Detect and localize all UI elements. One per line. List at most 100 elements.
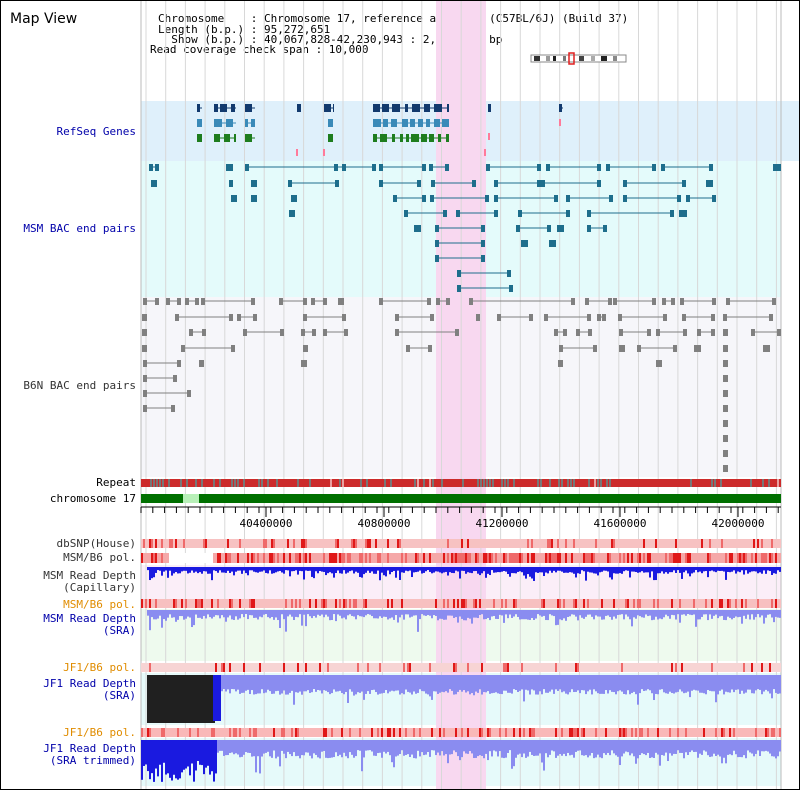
msm-bac-end-left bbox=[623, 180, 627, 187]
dbsnp-strip-cell bbox=[203, 539, 205, 548]
jf1-trimmed-depth-bar bbox=[501, 740, 503, 758]
dbsnp-strip-cell bbox=[753, 539, 755, 548]
jf1-b6-pol-strip-2-cell bbox=[371, 728, 373, 737]
dbsnp-strip-cell bbox=[761, 539, 763, 548]
repeat-segment bbox=[477, 479, 479, 487]
jf1-b6-pol-strip-2-cell bbox=[639, 728, 641, 737]
b6n-bac-end-right bbox=[142, 345, 146, 352]
msm-bac-end-right bbox=[777, 164, 781, 171]
msm-sra-depth-bar bbox=[399, 610, 401, 618]
jf1-sra-depth-bar bbox=[373, 675, 375, 690]
gene-exon bbox=[245, 119, 248, 127]
msm-b6-pol-strip-cell bbox=[359, 553, 361, 563]
msm-capillary-depth-bar bbox=[321, 567, 323, 572]
msm-b6-pol-strip-2-cell bbox=[355, 599, 357, 608]
jf1-sra-depth-bar bbox=[669, 675, 671, 692]
msm-capillary-depth-bar bbox=[653, 567, 655, 581]
msm-capillary-depth-bar bbox=[473, 567, 475, 572]
msm-bac-end-right bbox=[443, 210, 447, 217]
jf1-b6-pol-strip-2-cell bbox=[573, 728, 575, 737]
msm-capillary-depth-bar bbox=[311, 567, 313, 577]
jf1-sra-depth-bar bbox=[411, 675, 413, 695]
jf1-trimmed-depth-bar bbox=[495, 740, 497, 752]
msm-bac-end-right bbox=[291, 210, 295, 217]
msm-sra-depth-bar bbox=[677, 610, 679, 615]
jf1-sra-depth-bar bbox=[581, 675, 583, 691]
msm-bac-end-right bbox=[709, 164, 713, 171]
msm-capillary-depth-bar bbox=[309, 567, 311, 571]
b6n-bac-end-right bbox=[723, 420, 727, 427]
msm-sra-depth-bar bbox=[251, 610, 253, 616]
msm-capillary-depth-bar bbox=[427, 567, 429, 571]
msm-capillary-depth-bar bbox=[233, 567, 235, 576]
label-refseq-genes[interactable]: RefSeq Genes bbox=[56, 125, 136, 138]
b6n-bac-end-left bbox=[175, 314, 179, 321]
gene-exon bbox=[383, 119, 388, 127]
jf1-trimmed-depth-bar bbox=[245, 740, 247, 753]
msm-bac-end-left bbox=[435, 255, 439, 262]
msm-capillary-depth-bar bbox=[563, 567, 565, 573]
jf1-trimmed-depth-bar bbox=[481, 740, 483, 756]
msm-sra-depth-bar bbox=[515, 610, 517, 615]
jf1-trimmed-depth-bar bbox=[397, 740, 399, 756]
msm-b6-pol-strip-2-cell bbox=[465, 599, 467, 608]
msm-capillary-depth-bar bbox=[517, 567, 519, 572]
jf1-sra-depth-bar bbox=[663, 675, 665, 693]
msm-sra-depth-bar bbox=[299, 610, 301, 615]
msm-sra-depth-bar bbox=[491, 610, 493, 617]
msm-capillary-depth-bar bbox=[199, 567, 201, 573]
jf1-sra-depth-bar bbox=[705, 675, 707, 695]
msm-capillary-depth-bar bbox=[323, 567, 325, 572]
msm-sra-depth-bar bbox=[235, 610, 237, 617]
jf1-b6-pol-strip-2-cell bbox=[341, 728, 343, 737]
jf1-sra-depth-bar bbox=[207, 675, 209, 723]
label-msm-read-capillary: MSM Read Depth bbox=[43, 569, 136, 582]
msm-capillary-depth-bar bbox=[307, 567, 309, 571]
repeat-segment bbox=[483, 479, 485, 487]
jf1-trimmed-depth-bar bbox=[515, 740, 517, 758]
jf1-trimmed-depth-bar bbox=[629, 740, 631, 756]
jf1-sra-depth-bar bbox=[175, 675, 177, 723]
msm-capillary-depth-bar bbox=[777, 567, 779, 571]
label-b6n-bac[interactable]: B6N BAC end pairs bbox=[23, 379, 136, 392]
jf1-trimmed-depth-bar bbox=[225, 740, 227, 756]
jf1-sra-depth-bar bbox=[709, 675, 711, 691]
msm-capillary-depth-bar bbox=[721, 567, 723, 571]
label-jf1-read-trimmed-sub: (SRA trimmed) bbox=[49, 754, 136, 767]
jf1-trimmed-depth-bar bbox=[467, 740, 469, 754]
msm-b6-pol-strip-cell bbox=[587, 553, 589, 563]
jf1-trimmed-depth-bar bbox=[565, 740, 567, 757]
msm-b6-pol-strip-2-cell bbox=[185, 599, 187, 608]
msm-b6-pol-strip-cell bbox=[509, 553, 511, 563]
msm-sra-depth-bar bbox=[731, 610, 733, 620]
msm-b6-pol-strip-cell bbox=[709, 553, 711, 563]
msm-capillary-depth-bar bbox=[395, 567, 397, 578]
msm-sra-depth-bar bbox=[773, 610, 775, 623]
jf1-sra-depth-bar bbox=[589, 675, 591, 690]
msm-b6-pol-strip-2-cell bbox=[239, 599, 241, 608]
jf1-trimmed-depth-bar-dark bbox=[169, 740, 171, 778]
jf1-trimmed-depth-bar bbox=[509, 740, 511, 751]
jf1-trimmed-depth-bar bbox=[619, 740, 621, 766]
jf1-sra-depth-bar bbox=[611, 675, 613, 692]
msm-sra-depth-bar bbox=[517, 610, 519, 617]
jf1-b6-pol-strip-2-cell bbox=[523, 728, 525, 737]
jf1-sra-depth-bar bbox=[401, 675, 403, 694]
jf1-trimmed-depth-bar bbox=[723, 740, 725, 758]
msm-capillary-depth-bar bbox=[709, 567, 711, 572]
ruler-tick-label: 40400000 bbox=[240, 517, 293, 530]
b6n-bac-end-right bbox=[155, 298, 159, 305]
msm-bac-end-left bbox=[679, 210, 683, 217]
msm-b6-pol-strip-cell bbox=[671, 553, 673, 563]
label-msm-bac[interactable]: MSM BAC end pairs bbox=[23, 222, 136, 235]
jf1-sra-depth-bar bbox=[465, 675, 467, 693]
msm-b6-pol-strip-cell bbox=[329, 553, 331, 563]
msm-bac-end-left bbox=[587, 210, 591, 217]
msm-sra-depth-bar bbox=[341, 610, 343, 619]
jf1-trimmed-depth-bar bbox=[223, 740, 225, 756]
jf1-b6-pol-strip-cell bbox=[681, 663, 683, 672]
jf1-trimmed-depth-bar bbox=[457, 740, 459, 757]
jf1-sra-depth-bar bbox=[371, 675, 373, 691]
msm-sra-depth-bar bbox=[413, 610, 415, 616]
